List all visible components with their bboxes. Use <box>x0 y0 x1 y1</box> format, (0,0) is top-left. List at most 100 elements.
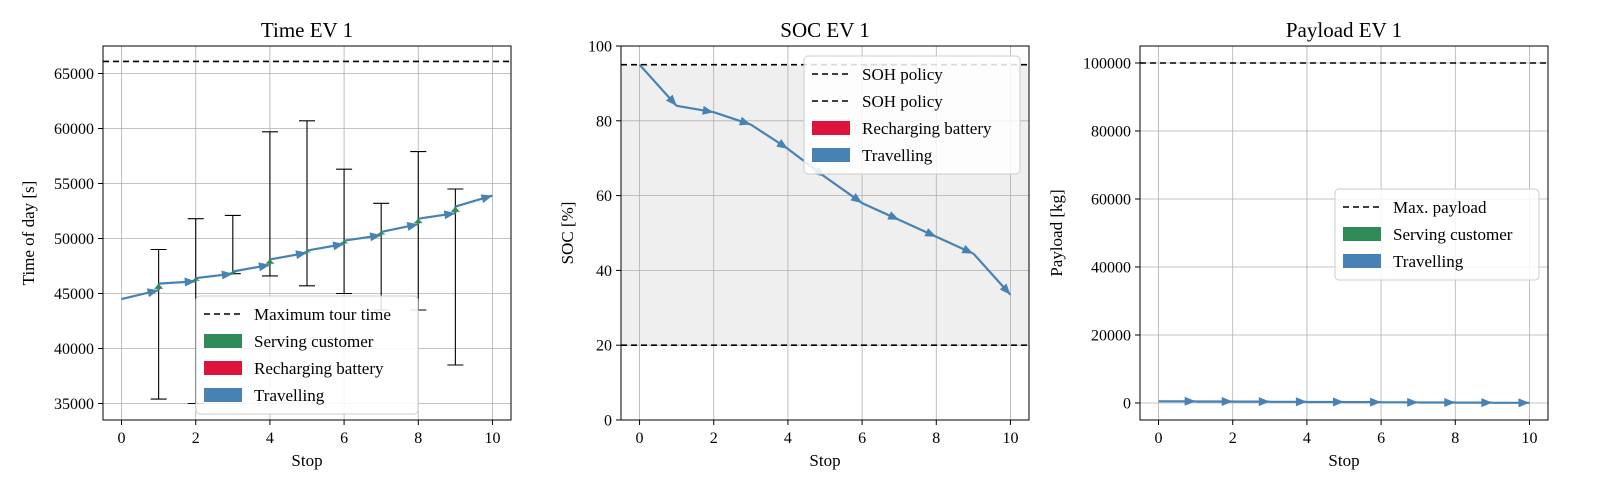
serving-customer-segment-arrow <box>413 218 423 224</box>
y-tick-label: 60000 <box>54 121 94 138</box>
travelling-segment-arrow <box>665 94 677 106</box>
legend-label: Serving customer <box>1393 225 1513 244</box>
y-tick-label: 65000 <box>54 66 94 83</box>
legend-label: Recharging battery <box>862 119 992 138</box>
legend-label: Travelling <box>862 146 933 165</box>
travelling-segment-arrow <box>1221 396 1233 406</box>
x-tick-label: 4 <box>1303 430 1311 447</box>
y-tick-label: 40000 <box>1091 260 1131 277</box>
x-tick-label: 10 <box>1002 430 1018 447</box>
travelling-segment-arrow <box>1518 398 1530 408</box>
travelling-segment-arrow <box>443 210 456 220</box>
y-tick-label: 40000 <box>54 341 94 358</box>
legend-patch <box>1343 227 1381 241</box>
travelling-segment-arrow <box>184 277 196 287</box>
legend-box <box>1334 188 1540 281</box>
legend-patch <box>812 148 850 162</box>
y-tick-label: 100000 <box>1083 56 1131 73</box>
y-tick-label: 40 <box>596 263 612 280</box>
serving-customer-segment-arrow <box>376 231 386 235</box>
y-tick-label: 0 <box>1123 396 1131 413</box>
y-tick-label: 60000 <box>1091 192 1131 209</box>
x-axis-label: Stop <box>291 451 322 470</box>
x-tick-label: 6 <box>858 430 866 447</box>
legend-label: Recharging battery <box>254 359 384 378</box>
y-axis-label: Payload [kg] <box>1047 189 1066 276</box>
travelling-segment-arrow <box>1184 396 1196 406</box>
x-axis-label: Stop <box>1328 451 1359 470</box>
legend-label: SOH policy <box>862 92 943 111</box>
serving-customer-segment-arrow <box>265 259 275 264</box>
travelling-segment-arrow <box>369 232 382 242</box>
y-tick-label: 35000 <box>54 396 94 413</box>
y-tick-label: 80000 <box>1091 124 1131 141</box>
serving-customer-segment-arrow <box>339 240 349 244</box>
travelling-segment-arrow <box>1370 397 1382 407</box>
travelling-segment-arrow <box>221 270 233 280</box>
plot-frame <box>102 45 512 421</box>
travelling-segment-arrow <box>1481 398 1493 408</box>
travelling-segment-arrow <box>850 193 863 204</box>
travelling-segment-arrow <box>332 241 345 251</box>
legend-label: Travelling <box>254 386 325 405</box>
y-tick-label: 50000 <box>54 231 94 248</box>
travelling-segment-arrow <box>738 116 751 126</box>
y-tick-label: 0 <box>604 413 612 430</box>
serving-customer-segment-arrow <box>302 250 312 253</box>
plot-frame <box>1139 45 1549 421</box>
legend-label: Max. payload <box>1393 198 1487 217</box>
travelling-segment-arrow <box>1444 397 1456 407</box>
y-tick-label: 45000 <box>54 286 94 303</box>
y-tick-label: 80 <box>596 113 612 130</box>
travelling-segment-arrow <box>258 262 270 272</box>
travelling-segment-arrow <box>702 105 714 115</box>
travelling-segment-arrow <box>776 139 788 149</box>
x-tick-label: 0 <box>118 430 126 447</box>
x-tick-label: 4 <box>266 430 274 447</box>
serving-customer-segment-arrow <box>228 271 238 274</box>
legend: SOH policy SOH policy Recharging battery Tr… <box>803 55 1021 175</box>
travelling-segment-arrow <box>295 250 307 260</box>
y-tick-label: 20 <box>596 338 612 355</box>
y-tick-label: 60 <box>596 188 612 205</box>
legend-label: Maximum tour time <box>254 305 391 324</box>
x-tick-label: 8 <box>1451 430 1459 447</box>
legend-box <box>195 295 419 415</box>
chart-1: 0 2 4 6 8 10 35000 40000 45000 50000 55000 60000 650… <box>19 18 512 470</box>
x-tick-label: 2 <box>710 430 718 447</box>
travelling-segment-arrow <box>961 244 974 254</box>
x-tick-label: 2 <box>192 430 200 447</box>
legend-label: Travelling <box>1393 252 1464 271</box>
legend-label: SOH policy <box>862 65 943 84</box>
chart-title: Payload EV 1 <box>1286 18 1402 42</box>
legend: Maximum tour time Serving customer Recharg… <box>195 295 419 415</box>
y-axis-label: SOC [%] <box>558 202 577 265</box>
x-tick-label: 6 <box>340 430 348 447</box>
chart-3: 0 2 4 6 8 10 0 20000 40000 60000 80000 100000 Payloa… <box>1047 18 1549 470</box>
x-axis-label: Stop <box>809 451 840 470</box>
legend-patch <box>204 334 242 348</box>
y-axis-label: Time of day [s] <box>19 181 38 286</box>
x-tick-label: 10 <box>1521 430 1537 447</box>
y-tick-label: 100 <box>588 39 612 56</box>
travelling-segment-arrow <box>887 211 900 220</box>
travelling-segment-arrow <box>1333 397 1344 407</box>
legend-patch <box>204 361 242 375</box>
legend-patch <box>1343 254 1381 268</box>
serving-customer-segment-arrow <box>450 206 460 212</box>
travelling-segment-arrow <box>480 194 493 204</box>
chart-title: Time EV 1 <box>261 18 353 42</box>
legend-patch <box>204 388 242 402</box>
serving-customer-segment-arrow <box>154 283 164 289</box>
x-tick-label: 10 <box>484 430 500 447</box>
travelling-segment-arrow <box>406 222 419 231</box>
x-tick-label: 8 <box>414 430 422 447</box>
x-tick-label: 4 <box>784 430 792 447</box>
y-tick-label: 20000 <box>1091 328 1131 345</box>
travelling-segment-arrow <box>924 228 937 237</box>
travelling-segment-arrow <box>999 283 1011 295</box>
x-tick-label: 0 <box>636 430 644 447</box>
y-tick-label: 55000 <box>54 176 94 193</box>
